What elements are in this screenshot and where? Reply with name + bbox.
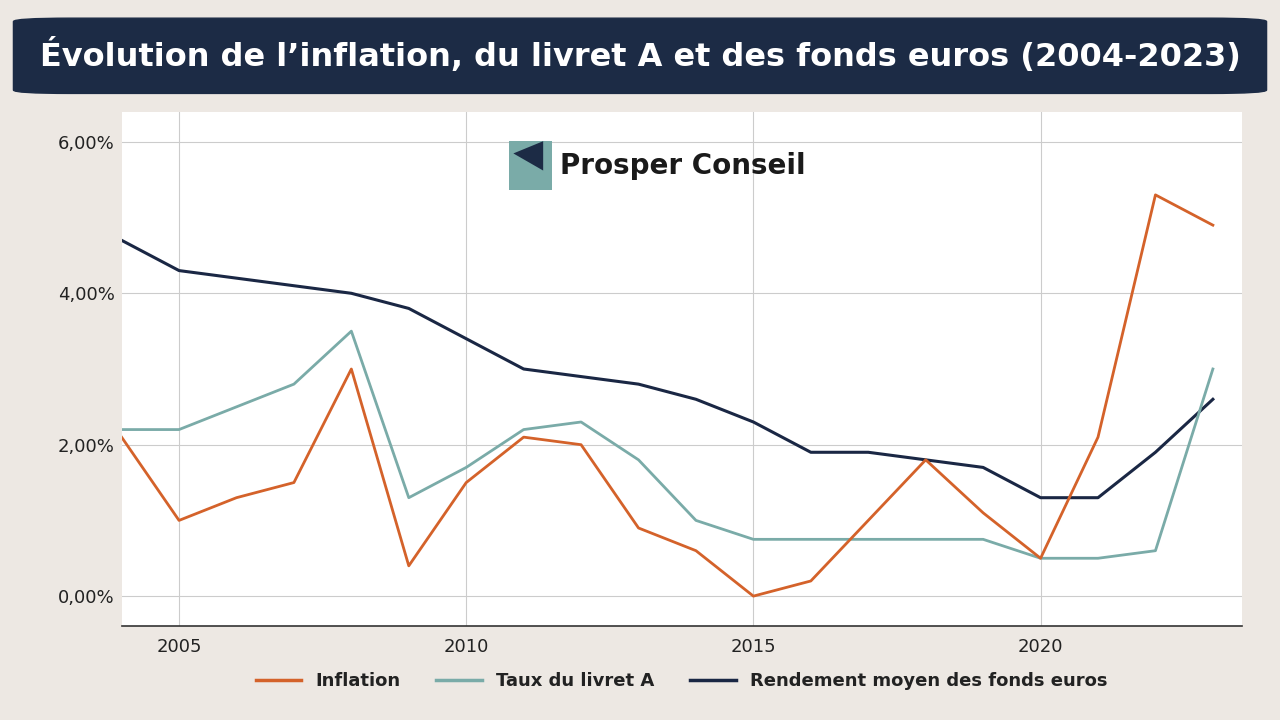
Text: Évolution de l’inflation, du livret A et des fonds euros (2004-2023): Évolution de l’inflation, du livret A et… bbox=[40, 38, 1240, 73]
Text: Prosper Conseil: Prosper Conseil bbox=[561, 152, 806, 180]
FancyBboxPatch shape bbox=[13, 18, 1267, 94]
Polygon shape bbox=[513, 141, 543, 171]
Legend: Inflation, Taux du livret A, Rendement moyen des fonds euros: Inflation, Taux du livret A, Rendement m… bbox=[248, 665, 1115, 697]
FancyBboxPatch shape bbox=[509, 141, 552, 190]
